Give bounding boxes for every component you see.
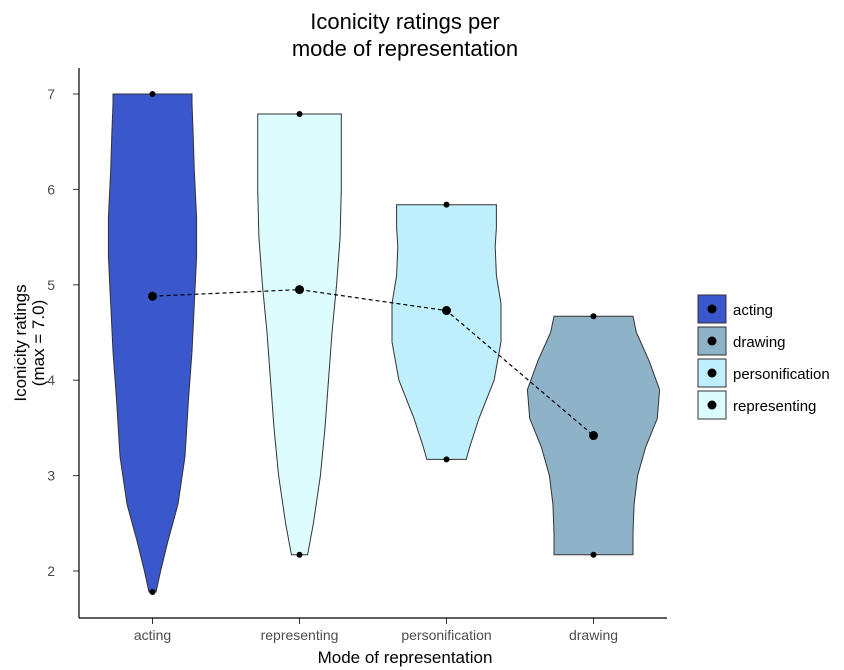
violin-acting: [107, 93, 198, 593]
max-point-personification: [443, 201, 450, 208]
chart-title-line-1: Iconicity ratings per: [310, 9, 500, 34]
x-tick-label-personification: personification: [401, 627, 491, 643]
mean-markers: [148, 285, 598, 441]
mean-point-personification: [442, 306, 451, 316]
y-tick-label: 2: [47, 563, 55, 579]
violin-personification: [391, 204, 502, 460]
mean-trend-line: [152, 288, 594, 436]
legend-dot-personification: [707, 368, 717, 378]
chart-title-line-2: mode of representation: [292, 36, 518, 61]
legend: acting drawing personification representing: [697, 294, 830, 420]
legend-key-drawing: [697, 326, 727, 356]
violins: [107, 91, 661, 595]
y-axis-label-line-2: (max = 7.0): [29, 300, 48, 386]
min-point-drawing: [590, 551, 597, 558]
mean-point-acting: [148, 291, 157, 301]
legend-dot-acting: [707, 304, 717, 314]
legend-label-acting: acting: [733, 302, 773, 319]
legend-dot-representing: [707, 400, 717, 410]
mean-point-drawing: [589, 431, 598, 441]
legend-label-drawing: drawing: [733, 334, 786, 351]
max-point-acting: [149, 91, 156, 97]
y-tick-label: 4: [47, 372, 55, 388]
legend-label-representing: representing: [733, 398, 816, 415]
min-point-representing: [296, 551, 303, 558]
y-tick-label: 6: [47, 181, 55, 197]
x-tick-label-acting: acting: [134, 627, 171, 643]
min-point-acting: [149, 588, 156, 595]
x-tick-label-drawing: drawing: [569, 627, 618, 643]
max-point-drawing: [590, 313, 597, 320]
y-tick-label: 7: [47, 86, 55, 102]
y-tick-label: 3: [47, 468, 55, 484]
legend-label-personification: personification: [733, 366, 830, 383]
x-tick-label-representing: representing: [261, 627, 339, 643]
violin-representing: [257, 113, 342, 556]
x-axis-label: Mode of representation: [318, 648, 493, 667]
y-tick-label: 5: [47, 277, 55, 293]
min-point-personification: [443, 456, 450, 463]
max-point-representing: [296, 111, 303, 118]
y-axis-label-line-1: Iconicity ratings: [11, 284, 30, 401]
y-axis-ticks: 2 3 4 5 6 7: [47, 86, 79, 579]
legend-dot-drawing: [707, 336, 717, 346]
x-axis-ticks: acting representing personification drawing: [134, 618, 618, 643]
mean-point-representing: [295, 285, 304, 295]
